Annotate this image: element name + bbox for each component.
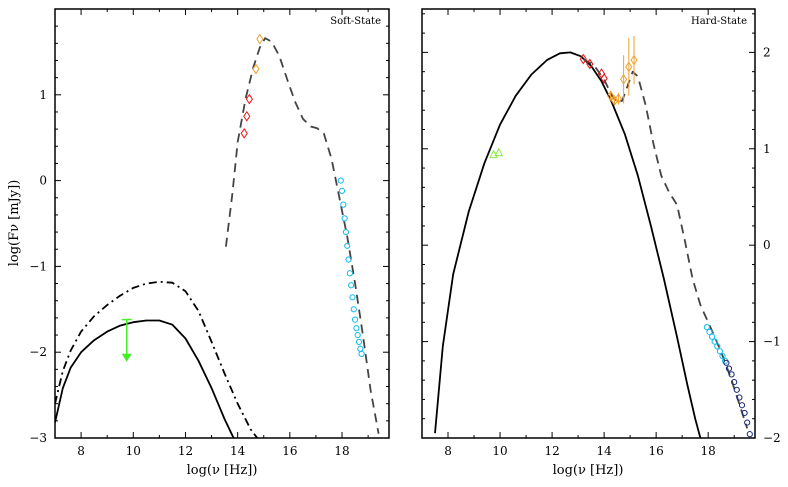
x-ray-cyan-point	[354, 331, 361, 339]
optical-orange-point	[252, 63, 260, 75]
soft-state-plot-frame	[54, 8, 390, 439]
ir-optical-red-point	[240, 128, 248, 139]
x-ray-cyan-point	[346, 270, 353, 277]
x-ray-hard-navy-point	[731, 378, 738, 386]
y-tick-label: 1	[39, 88, 47, 102]
x-ray-cyan-point	[344, 242, 351, 249]
x-tick-label: 10	[126, 444, 141, 458]
x-ray-cyan-point	[337, 177, 344, 184]
hard-state-label: Hard-State	[691, 16, 747, 27]
x-ray-cyan-point	[357, 345, 364, 352]
y-tick-label: −2	[29, 345, 47, 359]
optical-orange-point	[614, 93, 623, 105]
x-ray-soft-cyan-point	[716, 348, 723, 355]
x-ray-hard-navy-point	[728, 371, 735, 378]
x-ray-hard-navy-point	[736, 394, 743, 401]
optical-orange-point	[630, 54, 638, 66]
y-tick-label: 0	[39, 174, 47, 188]
hard-state-plot-frame	[421, 8, 756, 439]
x-ray-cyan-point	[358, 350, 365, 358]
optical-orange-point	[625, 61, 633, 73]
x-ray-cyan-point	[338, 187, 346, 194]
x-tick-label: 18	[701, 444, 716, 458]
soft-state-x-axis-label: log(ν [Hz])	[187, 463, 258, 478]
soft-state-panel: Soft-State log(ν [Hz]) log(Fν [mJy]) 8 10…	[7, 8, 390, 478]
jet-model-dash-dot-line	[55, 280, 259, 438]
x-ray-soft-cyan-point	[719, 352, 726, 360]
y-tick-label: 1	[763, 142, 771, 156]
y-tick-label: 0	[763, 238, 771, 252]
radio-upper-limit-head	[121, 353, 132, 362]
y-tick-label: −1	[763, 335, 781, 349]
x-ray-soft-cyan-point	[706, 328, 713, 336]
optical-orange-point	[607, 90, 615, 102]
x-ray-cyan-point	[351, 316, 359, 323]
x-ray-soft-cyan-point	[711, 338, 718, 345]
optical-orange-point	[256, 33, 264, 45]
radio-green-point	[494, 147, 504, 157]
ir-red-point	[579, 53, 587, 65]
soft-state-plot	[55, 33, 380, 438]
x-ray-hard-navy-point	[741, 409, 748, 417]
model-solid-line	[434, 51, 702, 438]
hard-state-panel: Hard-State log(ν [Hz]) 8 10 12 14 16 18−2−101…	[421, 8, 781, 478]
radio-green-point	[489, 149, 498, 159]
jet-model-solid-line	[55, 319, 235, 438]
x-tick-label: 8	[77, 444, 85, 458]
x-ray-soft-cyan-point	[714, 343, 721, 350]
x-ray-cyan-point	[349, 294, 356, 301]
x-tick-label: 12	[544, 444, 559, 458]
hard-state-plot	[434, 35, 753, 438]
x-ray-cyan-point	[350, 306, 357, 313]
x-tick-label: 18	[334, 444, 349, 458]
soft-state-ticks: 8 10 12 14 16 18 −3 −2 −1 0 1	[29, 8, 389, 458]
ir-red-point	[586, 58, 594, 70]
x-tick-label: 12	[178, 444, 193, 458]
x-ray-hard-navy-point	[738, 402, 746, 409]
y-axis-label: log(Fν [mJy])	[7, 180, 22, 267]
x-ray-cyan-point	[340, 201, 347, 208]
x-ray-cyan-point	[341, 215, 348, 222]
soft-state-label: Soft-State	[330, 16, 381, 27]
x-ray-cyan-point	[355, 338, 363, 346]
optical-orange-point	[610, 95, 619, 106]
ir-red-point	[600, 73, 608, 84]
ir-optical-red-point	[243, 110, 251, 122]
x-tick-label: 8	[444, 444, 452, 458]
x-ray-hard-navy-point	[744, 419, 751, 426]
y-tick-label: 2	[763, 45, 771, 59]
x-ray-cyan-point	[345, 256, 352, 263]
x-ray-hard-navy-point	[733, 386, 740, 393]
x-ray-hard-navy-point	[746, 431, 753, 438]
x-ray-cyan-point	[348, 282, 355, 289]
x-ray-soft-cyan-point	[703, 324, 710, 331]
x-ray-cyan-point	[342, 228, 350, 236]
y-tick-label: −1	[29, 259, 47, 273]
x-tick-label: 16	[282, 444, 297, 458]
x-ray-hard-navy-point	[725, 365, 733, 372]
x-ray-cyan-point	[353, 325, 360, 332]
optical-orange-point	[620, 73, 628, 85]
x-tick-label: 14	[596, 444, 612, 458]
ir-optical-red-point	[245, 93, 253, 105]
y-tick-label: −3	[29, 431, 47, 445]
model-dashed-line	[582, 58, 749, 429]
x-ray-hard-navy-point	[723, 359, 730, 366]
y-tick-label: −2	[763, 431, 781, 445]
x-tick-label: 10	[492, 444, 507, 458]
hard-state-x-axis-label: log(ν [Hz])	[553, 463, 624, 478]
x-ray-soft-cyan-point	[708, 333, 716, 340]
total-model-dashed-line	[225, 37, 380, 434]
x-tick-label: 14	[230, 444, 246, 458]
x-tick-label: 16	[649, 444, 664, 458]
